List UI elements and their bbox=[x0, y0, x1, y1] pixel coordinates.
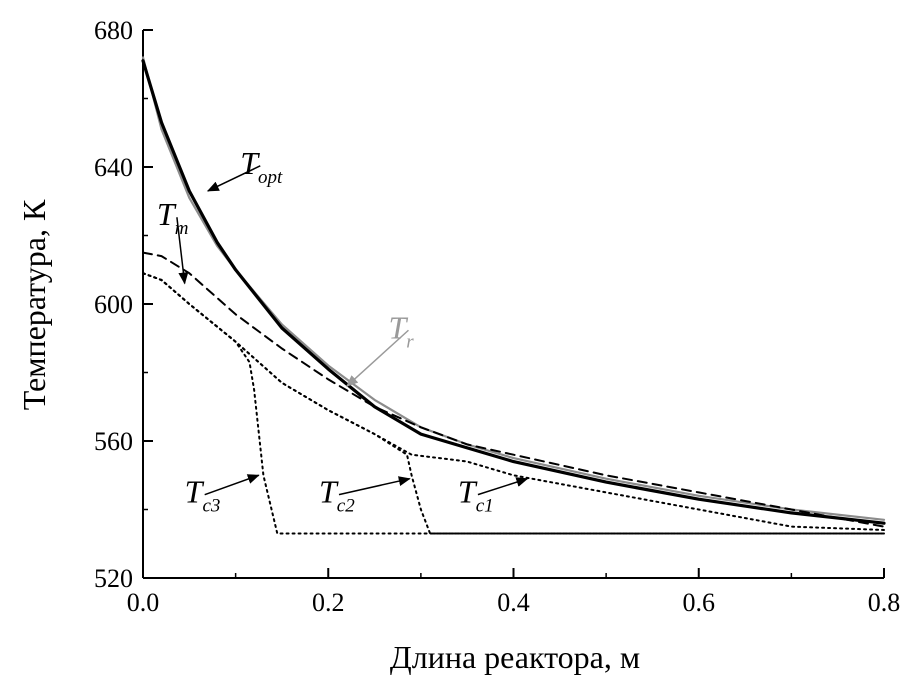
annotation-t-c3: Tc3 bbox=[185, 474, 221, 517]
y-axis-title: Температура, К bbox=[16, 199, 52, 410]
series-line-t-c3 bbox=[142, 272, 885, 535]
x-axis-title: Длина реактора, м bbox=[390, 639, 640, 675]
y-tick-label: 520 bbox=[94, 564, 133, 593]
annotation-arrow-t-c3 bbox=[204, 474, 260, 496]
annotation-arrow-t-c2 bbox=[338, 476, 411, 496]
y-tick-label: 600 bbox=[94, 290, 133, 319]
series-line-t-m bbox=[142, 251, 885, 528]
axis-ticks: 0.0 0.2 0.4 0.6 0.8 520 560 600 640 680 bbox=[94, 16, 900, 617]
series-line-t-opt bbox=[141, 59, 886, 525]
series-line-t-r bbox=[141, 56, 886, 521]
annotation-arrow-t-r bbox=[346, 329, 409, 387]
annotation-arrow-t-opt bbox=[206, 165, 261, 192]
annotation-t-opt: Topt bbox=[240, 145, 283, 188]
annotations: Topt Tm Tr Tc3 Tc2 Tc1 bbox=[157, 145, 529, 517]
y-tick-label: 560 bbox=[94, 427, 133, 456]
y-tick-label: 680 bbox=[94, 16, 133, 45]
series-lines bbox=[141, 56, 886, 535]
annotation-arrow-t-c1 bbox=[477, 477, 529, 496]
annotation-arrow-t-m bbox=[176, 217, 189, 285]
annotation-t-r: Tr bbox=[388, 309, 414, 352]
series-line-t-c1 bbox=[142, 272, 885, 531]
y-tick-label: 640 bbox=[94, 153, 133, 182]
x-tick-label: 0.0 bbox=[127, 588, 160, 617]
x-tick-label: 0.8 bbox=[868, 588, 901, 617]
plot-area bbox=[142, 30, 884, 579]
x-tick-label: 0.6 bbox=[683, 588, 716, 617]
annotation-t-c2: Tc2 bbox=[319, 474, 355, 517]
annotation-t-c1: Tc1 bbox=[458, 474, 494, 517]
x-tick-label: 0.2 bbox=[312, 588, 345, 617]
annotation-t-m: Tm bbox=[157, 196, 189, 239]
series-line-t-c2 bbox=[142, 272, 885, 535]
x-tick-label: 0.4 bbox=[497, 588, 530, 617]
